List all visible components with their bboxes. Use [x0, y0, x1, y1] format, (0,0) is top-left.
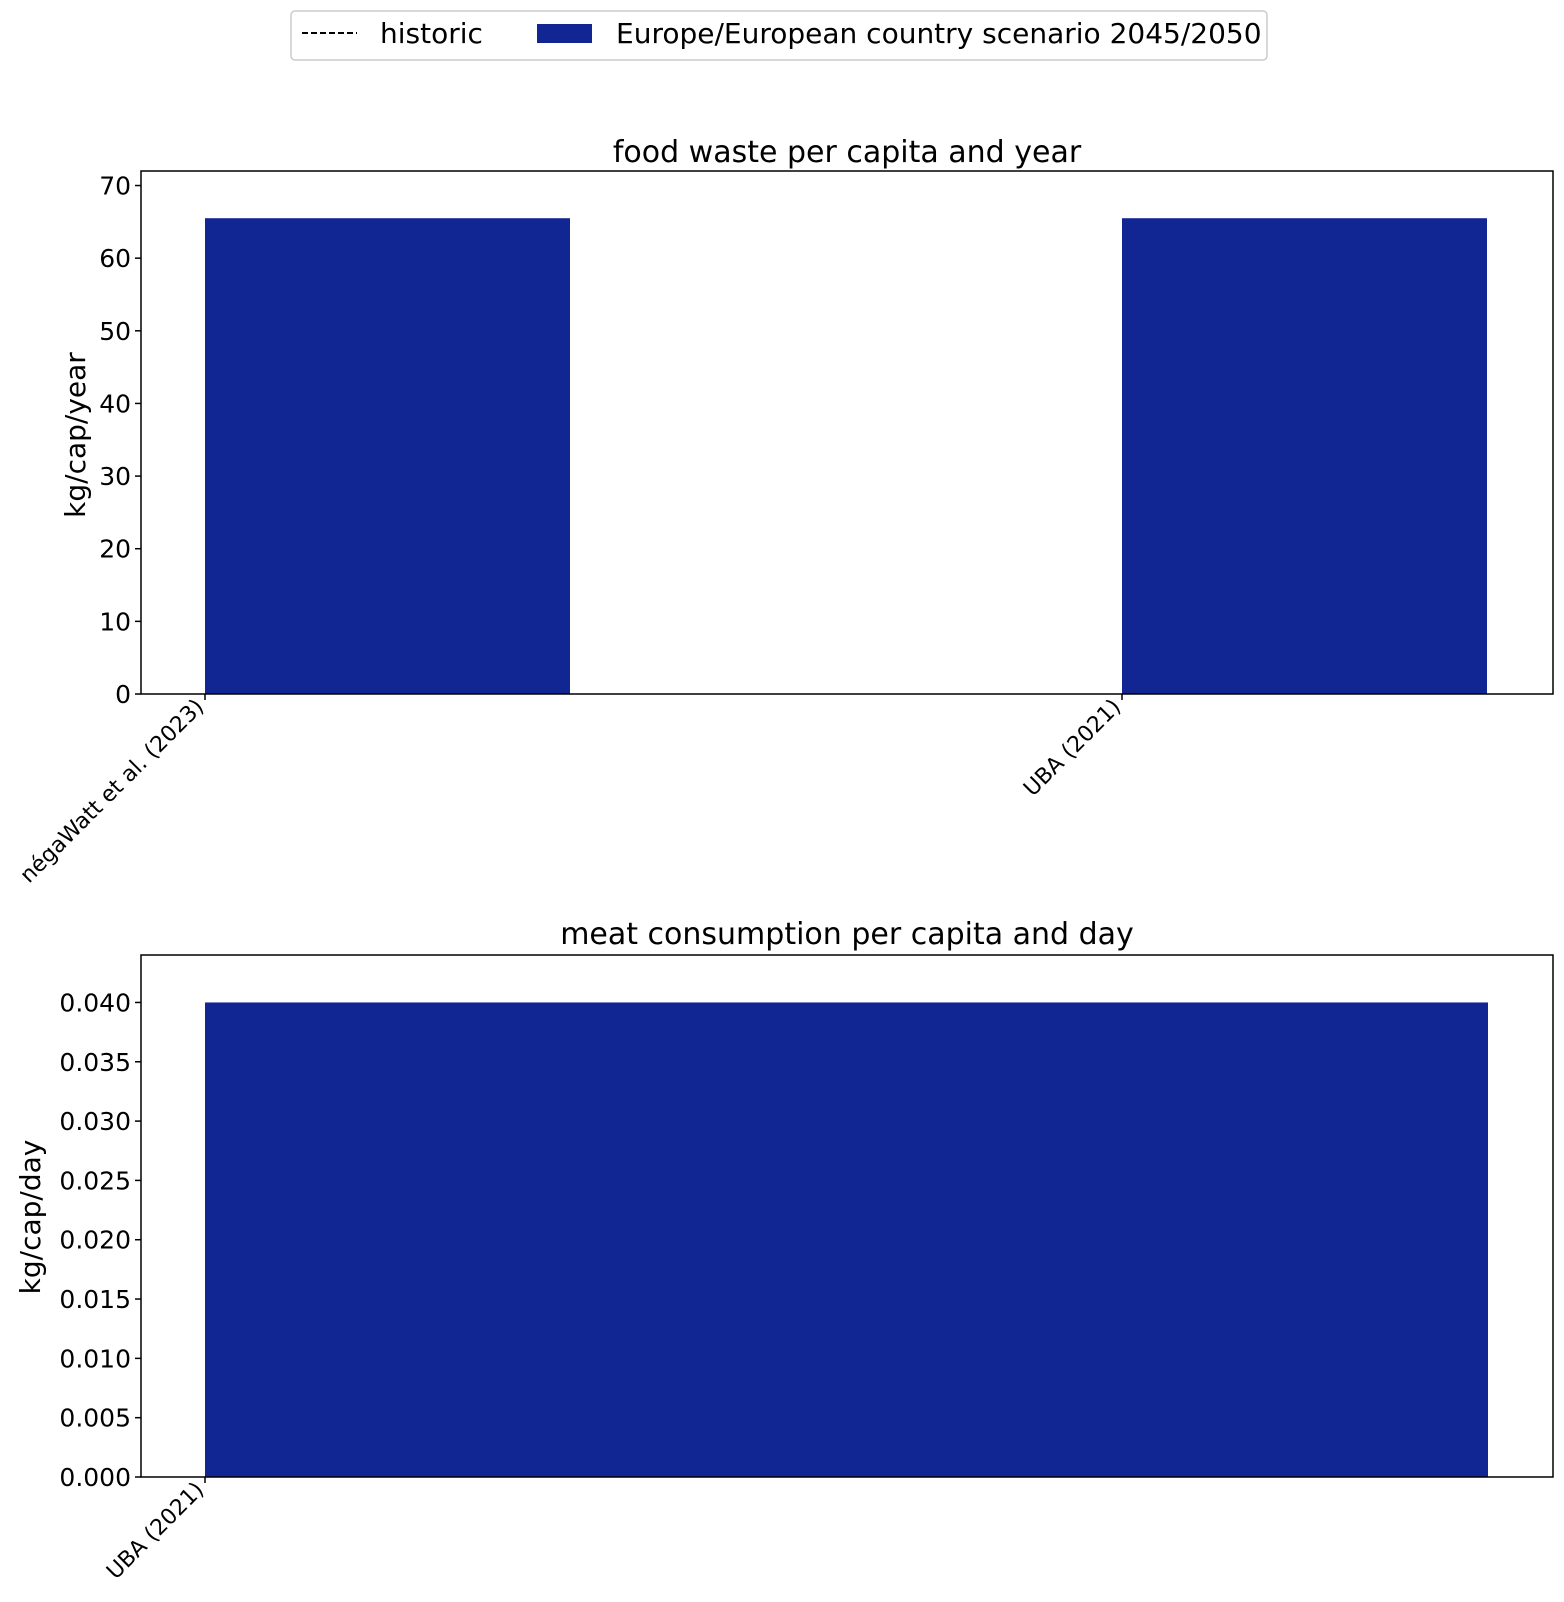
y-tick-label: 50	[99, 317, 131, 346]
legend-frame	[290, 10, 1268, 61]
bar-group	[205, 218, 1487, 694]
bar-group	[205, 1002, 1488, 1477]
y-axis-label: kg/cap/day	[14, 1140, 47, 1295]
y-ticks: 0.000 0.005 0.010 0.015 0.020 0.025 0.030 0.035…	[59, 988, 141, 1492]
chart-meat-consumption: meat consumption per capita and day kg/c…	[14, 917, 1554, 1585]
legend-scenario-label: Europe/European country scenario 2045/20…	[616, 17, 1262, 50]
plot-frame	[140, 954, 1554, 1478]
y-tick-label: 0.035	[59, 1048, 131, 1077]
chart-food-waste: food waste per capita and year kg/cap/ye…	[16, 135, 1554, 889]
bar	[1122, 218, 1487, 694]
legend-scenario-marker	[537, 24, 592, 43]
chart-title: meat consumption per capita and day	[560, 917, 1134, 952]
y-tick-label: 0.040	[59, 988, 131, 1017]
y-tick-label: 0.015	[59, 1285, 131, 1314]
y-tick-label: 0.020	[59, 1226, 131, 1255]
x-tick-label: UBA (2021)	[102, 1478, 209, 1585]
y-tick-label: 20	[99, 535, 131, 564]
y-ticks: 0 10 20 30 40 50 60 70	[99, 172, 141, 709]
bar	[205, 1002, 1488, 1477]
legend: historic Europe/European country scenari…	[290, 10, 1268, 61]
y-tick-label: 40	[99, 389, 131, 418]
x-tick-label: négaWatt et al. (2023)	[16, 695, 210, 889]
legend-historic-label: historic	[380, 17, 483, 50]
y-tick-label: 0.005	[59, 1404, 131, 1433]
y-tick-label: 0.030	[59, 1107, 131, 1136]
x-ticks: négaWatt et al. (2023) UBA (2021)	[16, 694, 1126, 889]
y-tick-label: 60	[99, 244, 131, 273]
x-tick-label: UBA (2021)	[1019, 695, 1126, 802]
bar	[205, 218, 570, 694]
y-tick-label: 30	[99, 462, 131, 491]
y-tick-label: 70	[99, 172, 131, 201]
y-tick-label: 0.000	[59, 1463, 131, 1492]
plot-frame	[140, 170, 1554, 695]
y-tick-label: 0	[115, 680, 131, 709]
chart-title: food waste per capita and year	[613, 135, 1082, 170]
y-tick-label: 0.010	[59, 1344, 131, 1373]
y-axis-label: kg/cap/year	[59, 352, 92, 518]
y-tick-label: 0.025	[59, 1166, 131, 1195]
x-ticks: UBA (2021)	[102, 1477, 209, 1585]
y-tick-label: 10	[99, 607, 131, 636]
